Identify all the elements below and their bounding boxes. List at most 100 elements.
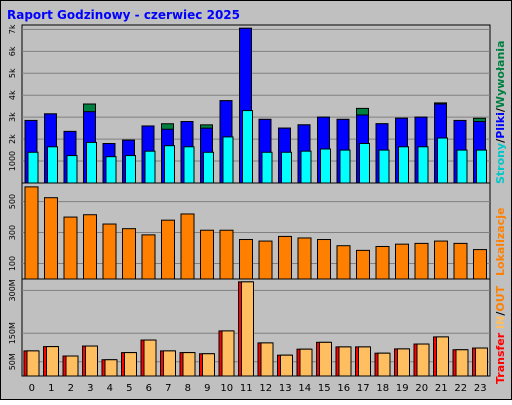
chart-title: Raport Godzinowy - czerwiec 2025 [7, 8, 240, 22]
legend-pliki: Pliki [494, 112, 507, 139]
bar-lokalizacje [83, 214, 97, 280]
x-tick-label: 9 [204, 383, 210, 394]
legend-sep1: / [494, 138, 507, 143]
bar-strony [339, 149, 351, 184]
panel-transfer: 50M 150M 300M [8, 278, 491, 377]
x-tick-label: 14 [298, 383, 311, 394]
bar-strony [281, 151, 292, 184]
panel-hits: 1000 2k 3k 4k 5k 6k 7k [8, 24, 491, 184]
x-tick-label: 5 [126, 383, 132, 394]
x-tick-label: 18 [376, 383, 389, 394]
x-tick-label: 21 [435, 383, 448, 394]
bar-lokalizacje [473, 249, 487, 280]
bar-lokalizacje [24, 186, 39, 280]
plot-area [21, 278, 491, 377]
legend-out: OUT [494, 285, 507, 311]
legend-lokalizacje: Lokalizacje [494, 208, 507, 276]
bar-lokalizacje [278, 235, 292, 280]
legend-transfer: Transfer IN/OUT [494, 285, 507, 384]
bar-lokalizacje [258, 240, 273, 280]
x-tick-label: 0 [29, 383, 35, 394]
bar-transfer-out [455, 349, 469, 377]
x-tick-label: 13 [279, 383, 292, 394]
legend-in: IN [494, 316, 507, 329]
x-tick-label: 19 [396, 383, 409, 394]
bar-lokalizacje [200, 229, 214, 280]
legend-strony: Strony [494, 143, 507, 184]
x-tick-label: 16 [337, 383, 350, 394]
bar-lokalizacje [239, 239, 253, 280]
bar-transfer-out [143, 339, 157, 377]
bar-transfer-out [319, 341, 332, 377]
bar-lokalizacje [395, 243, 409, 280]
bar-transfer-out [416, 343, 430, 377]
y-tick-label: 2k [8, 134, 17, 144]
bar-strony [222, 136, 234, 184]
bar-strony [417, 146, 429, 184]
bar-strony [183, 146, 195, 184]
x-tick-label: 7 [165, 383, 171, 394]
x-tick-label: 8 [185, 383, 191, 394]
y-tick-label: 6k [8, 46, 17, 56]
y-tick-label: 50M [8, 353, 17, 370]
bar-lokalizacje [297, 237, 312, 280]
bar-lokalizacje [219, 229, 234, 280]
bar-lokalizacje [44, 197, 58, 280]
bar-strony [359, 143, 370, 184]
bar-lokalizacje [63, 216, 78, 280]
bar-transfer-out [46, 346, 59, 377]
legend-sep3: / [494, 311, 507, 316]
x-tick-label: 4 [107, 383, 113, 394]
bar-transfer-out [377, 352, 391, 377]
bar-strony [261, 151, 273, 184]
bar-transfer-out [26, 350, 40, 377]
y-tick-label: 4k [8, 90, 17, 100]
legend-sep2: / [494, 107, 507, 112]
x-tick-label: 15 [318, 383, 331, 394]
bar-lokalizacje [453, 242, 468, 280]
bar-transfer-out [299, 348, 313, 377]
x-tick-label: 12 [259, 383, 272, 394]
bar-strony [398, 146, 409, 184]
y-tick-label: 500 [8, 194, 17, 209]
y-tick-label: 300 [8, 225, 17, 240]
bar-strony [105, 156, 117, 184]
plot-area [21, 182, 491, 280]
bar-strony [86, 141, 97, 184]
bar-lokalizacje [161, 219, 175, 280]
bar-strony [378, 149, 390, 184]
legend-wywolania: Wywołania [494, 41, 507, 109]
bar-strony [144, 150, 156, 184]
x-tick-label: 17 [357, 383, 370, 394]
bar-strony [164, 145, 175, 184]
bar-transfer-out [436, 336, 449, 377]
bar-strony [47, 146, 58, 184]
bar-transfer-out [182, 352, 196, 377]
panel-locations: 100 300 500 [8, 182, 491, 280]
bar-lokalizacje [102, 223, 117, 280]
y-tick-label: 100 [8, 256, 17, 271]
bar-transfer-out [85, 345, 98, 377]
y-tick-label: 150M [8, 322, 17, 344]
bar-transfer-out [241, 281, 254, 377]
bar-transfer-out [124, 352, 137, 377]
x-tick-label: 3 [87, 383, 93, 394]
bar-transfer-out [221, 330, 235, 377]
bar-transfer-out [338, 346, 352, 377]
bar-transfer-out [163, 350, 176, 377]
x-tick-label: 10 [220, 383, 233, 394]
bar-lokalizacje [356, 249, 370, 280]
bar-strony [320, 148, 331, 184]
legend-hits: Strony/Pliki/Wywołania [494, 41, 507, 185]
bar-strony [203, 151, 214, 184]
bar-transfer-out [475, 347, 488, 377]
y-tick-label: 7k [8, 24, 17, 34]
bar-lokalizacje [434, 240, 448, 280]
bar-transfer-out [280, 354, 293, 377]
hour-axis-labels: 0 1 2 3 4 5 6 7 8 9 10 11 12 13 14 15 16 17 18 19 20 21 22 23 [29, 383, 487, 394]
y-tick-label: 3k [8, 112, 17, 122]
bar-strony [66, 155, 78, 184]
legend-transfer-label: Transfer [494, 332, 507, 384]
